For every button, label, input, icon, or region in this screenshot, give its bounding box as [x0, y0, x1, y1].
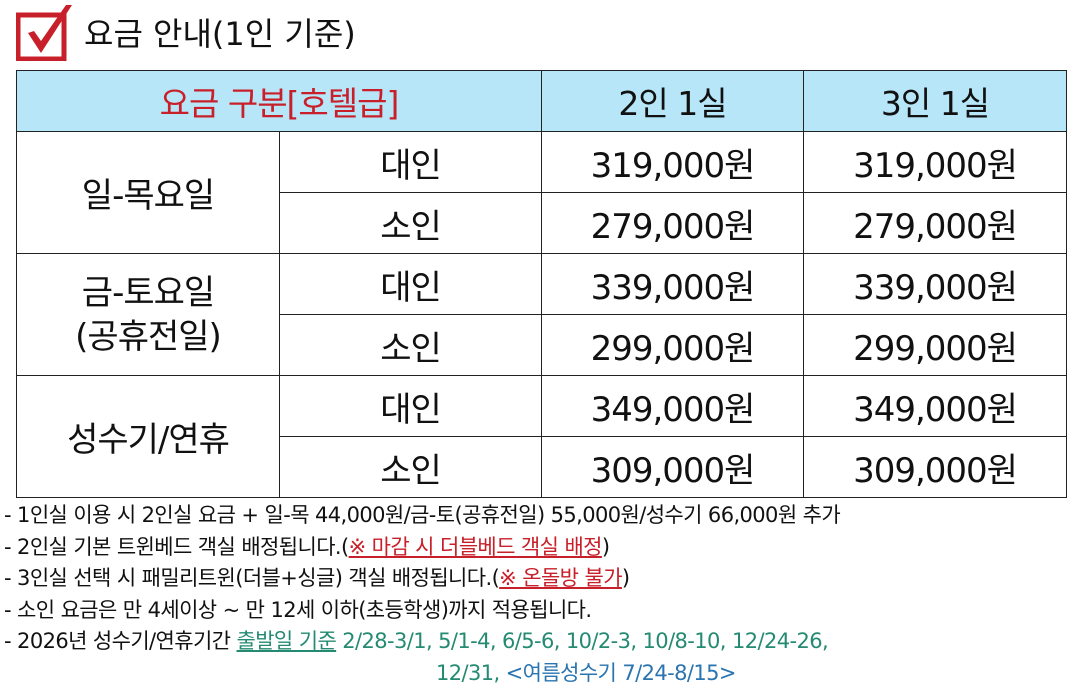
- age-type: 소인: [278, 192, 543, 254]
- group-label-line1: 금-토요일: [81, 272, 215, 313]
- price-3person: 279,000원: [803, 192, 1068, 254]
- header-category: 요금 구분[호텔급]: [15, 70, 543, 132]
- price-2person: 339,000원: [541, 253, 805, 315]
- note-2-close: ): [601, 534, 610, 559]
- rate-table: 요금 구분[호텔급] 2인 1실 3인 1실 일-목요일 대인 319,000원…: [15, 70, 1068, 498]
- table-row: 소인 309,000원 309,000원: [17, 436, 1068, 498]
- note-5: - 2026년 성수기/연휴기간 출발일 기준 2/28-3/1, 5/1-4,…: [4, 626, 840, 658]
- price-3person: 339,000원: [803, 253, 1068, 315]
- group-label-line2: (공휴전일): [75, 316, 222, 357]
- note-2-warning: ※ 마감 시 더블베드 객실 배정: [348, 534, 603, 559]
- table-row: 금-토요일 (공휴전일) 대인 339,000원 339,000원: [16, 253, 1068, 376]
- section-title: 요금 안내(1인 기준): [16, 2, 356, 62]
- note-3-text: - 3인실 선택 시 패밀리트윈(더블+싱글) 객실 배정됩니다.(: [4, 566, 500, 590]
- table-header-row: 요금 구분[호텔급] 2인 1실 3인 1실: [15, 70, 1068, 132]
- price-3person: 309,000원: [803, 436, 1068, 498]
- note-2-text: - 2인실 기본 트윈베드 객실 배정됩니다.(: [4, 534, 349, 559]
- note-3-close: ): [621, 566, 630, 590]
- age-type: 대인: [278, 131, 543, 193]
- note-2: - 2인실 기본 트윈베드 객실 배정됩니다.(※ 마감 시 더블베드 객실 배…: [4, 532, 840, 564]
- note-3: - 3인실 선택 시 패밀리트윈(더블+싱글) 객실 배정됩니다.(※ 온돌방 …: [4, 563, 840, 595]
- age-type: 소인: [278, 314, 543, 376]
- price-2person: 319,000원: [541, 131, 805, 193]
- group-label: 성수기/연휴: [16, 375, 280, 498]
- price-3person: 299,000원: [803, 314, 1068, 376]
- header-2person: 2인 1실: [541, 70, 805, 132]
- notes: - 1인실 이용 시 2인실 요금 + 일-목 44,000원/금-토(공휴전일…: [4, 500, 841, 690]
- title-text: 요금 안내(1인 기준): [84, 15, 356, 53]
- price-3person: 319,000원: [803, 131, 1068, 193]
- group-label: 일-목요일: [16, 131, 280, 254]
- table-row: 일-목요일 대인 319,000원 319,000원: [16, 131, 1068, 254]
- note-5-dates: 2/28-3/1, 5/1-4, 6/5-6, 10/2-3, 10/8-10,…: [336, 629, 829, 653]
- price-2person: 299,000원: [541, 314, 805, 376]
- checkbox-checked-icon: [16, 5, 72, 61]
- price-2person: 349,000원: [541, 375, 805, 437]
- age-type: 소인: [278, 436, 543, 498]
- note-5-cont: 12/31, <여름성수기 7/24-8/15>: [4, 658, 840, 690]
- age-type: 대인: [278, 375, 543, 437]
- price-2person: 279,000원: [541, 192, 805, 254]
- note-5-basis: 출발일 기준: [236, 629, 337, 653]
- price-3person: 349,000원: [803, 375, 1068, 437]
- table-row: 성수기/연휴 대인 349,000원 349,000원: [16, 375, 1068, 498]
- note-3-warning: ※ 온돌방 불가: [499, 566, 622, 590]
- note-5-dates2: 12/31,: [436, 660, 506, 685]
- group-label: 금-토요일 (공휴전일): [16, 253, 280, 376]
- header-3person: 3인 1실: [803, 70, 1068, 132]
- note-5-summer: <여름성수기 7/24-8/15>: [505, 660, 737, 685]
- note-4: - 소인 요금은 만 4세이상 ~ 만 12세 이하(초등학생)까지 적용됩니다…: [4, 597, 592, 622]
- price-2person: 309,000원: [541, 436, 805, 498]
- age-type: 대인: [278, 253, 543, 315]
- table-row: 소인 279,000원 279,000원: [17, 192, 1068, 254]
- note-5-text: - 2026년 성수기/연휴기간: [4, 629, 237, 653]
- note-1: - 1인실 이용 시 2인실 요금 + 일-목 44,000원/금-토(공휴전일…: [4, 503, 841, 527]
